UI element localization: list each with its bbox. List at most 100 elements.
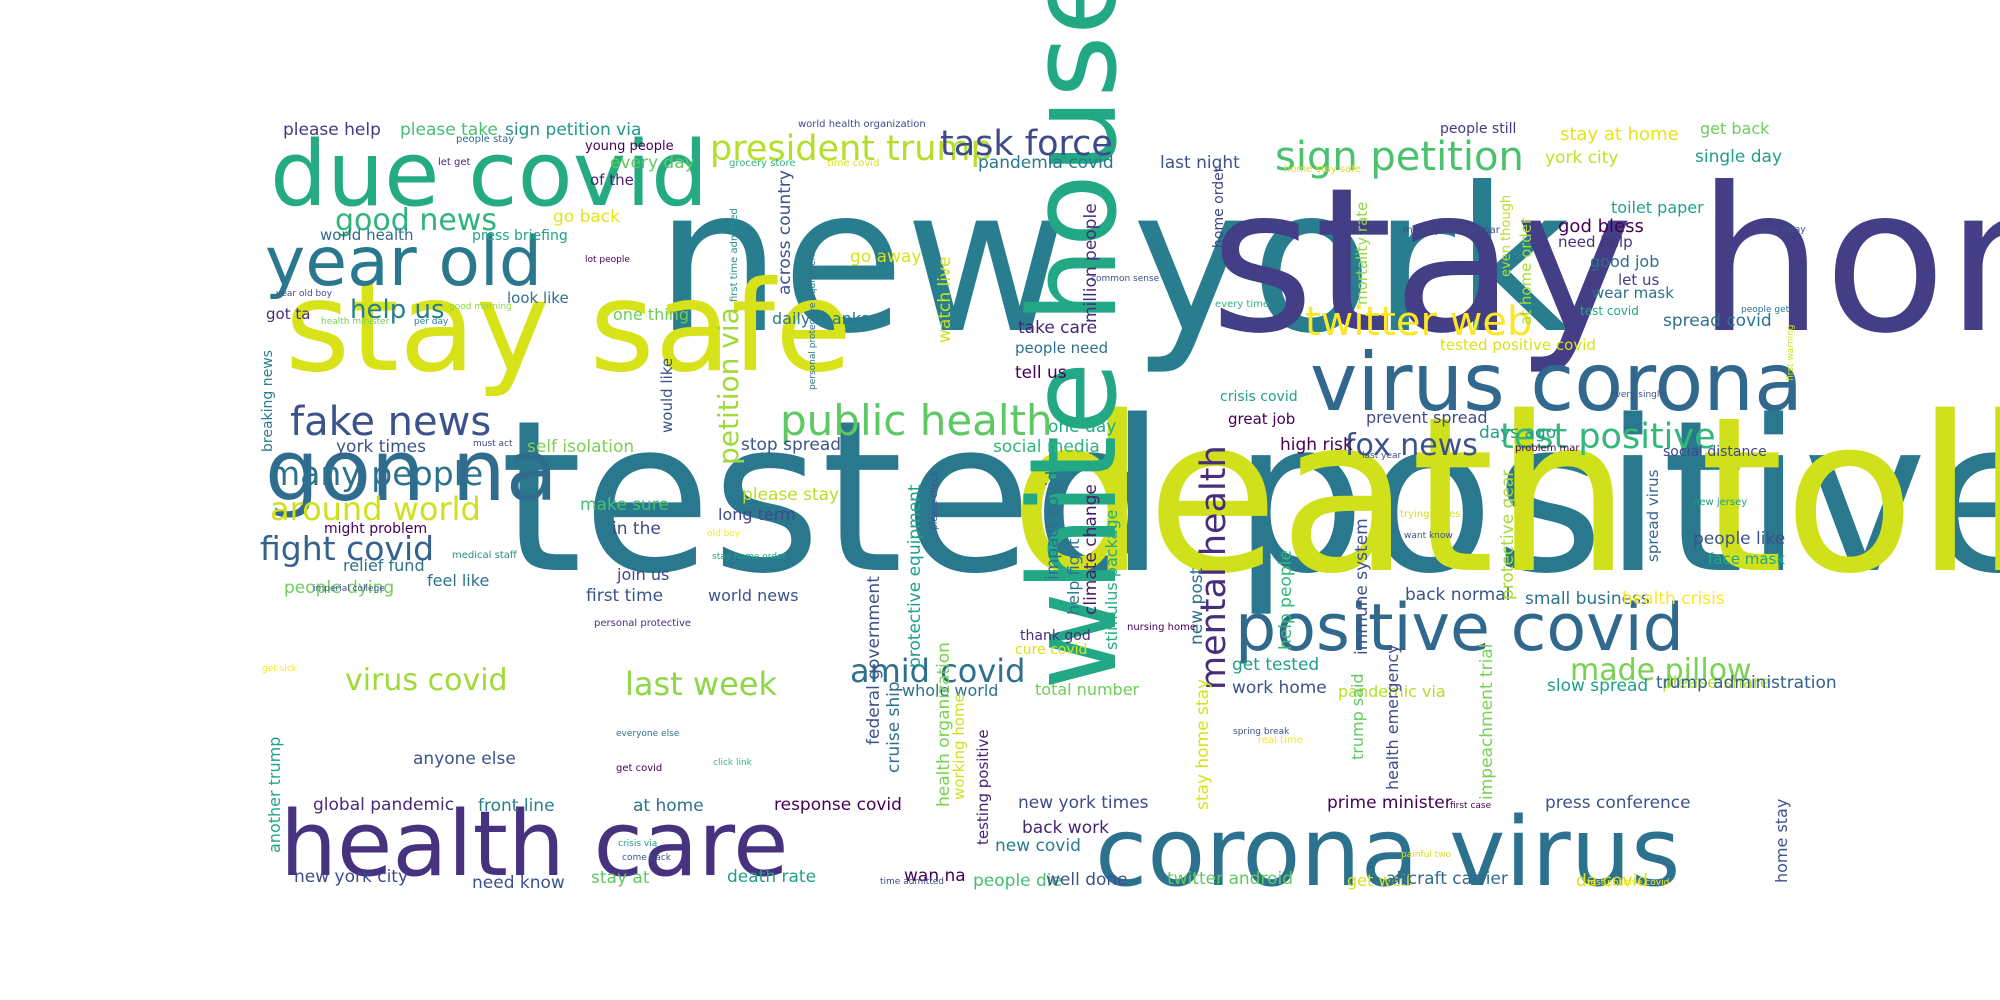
cloud-word: world health organization bbox=[798, 119, 926, 130]
cloud-word: twitter android bbox=[1167, 869, 1293, 889]
cloud-word: testing positive bbox=[974, 729, 992, 845]
cloud-word: fox news bbox=[1345, 428, 1478, 463]
cloud-word: grocery store bbox=[729, 158, 796, 169]
cloud-word: health care bbox=[280, 792, 789, 897]
cloud-word: world news bbox=[708, 586, 799, 605]
cloud-word: corona virus bbox=[1095, 798, 1680, 908]
cloud-word: press conference bbox=[1545, 793, 1691, 813]
cloud-word: time admitted bbox=[880, 877, 944, 887]
cloud-word: last year bbox=[1362, 451, 1401, 461]
cloud-word: cure covid bbox=[1015, 642, 1087, 658]
cloud-word: trump said bbox=[1348, 673, 1367, 760]
cloud-word: task force bbox=[940, 124, 1113, 164]
cloud-word: whole world bbox=[902, 681, 998, 700]
cloud-word: great job bbox=[1228, 410, 1295, 428]
cloud-word: imperial college bbox=[313, 584, 385, 594]
cloud-word: get tested bbox=[1232, 655, 1319, 675]
cloud-word: people stay bbox=[456, 134, 514, 145]
cloud-word: home stay bbox=[1772, 799, 1791, 883]
cloud-word: need know bbox=[472, 873, 565, 893]
cloud-word: protective equipment bbox=[905, 484, 925, 668]
cloud-word: self isolation bbox=[527, 437, 634, 457]
cloud-word: da covid bbox=[1576, 871, 1648, 891]
cloud-word: crisis covid bbox=[1220, 389, 1298, 405]
cloud-word: people still bbox=[1440, 121, 1516, 137]
cloud-word: fight covid bbox=[260, 529, 434, 568]
cloud-word: old boy bbox=[707, 529, 741, 539]
cloud-word: stay home order bbox=[712, 552, 787, 562]
cloud-word: stimulus package bbox=[1102, 510, 1121, 650]
cloud-word: nursing home bbox=[1127, 622, 1196, 633]
cloud-word: painful two bbox=[1401, 850, 1452, 860]
cloud-word: cruise ship bbox=[884, 681, 904, 773]
cloud-word: god bless bbox=[1558, 216, 1644, 237]
cloud-word: new jersey bbox=[1693, 497, 1747, 508]
cloud-word: please stay bbox=[742, 485, 839, 505]
cloud-word: people die bbox=[973, 871, 1062, 891]
cloud-word: medical staff bbox=[452, 550, 518, 561]
cloud-word: want know bbox=[1404, 531, 1453, 541]
cloud-word: social media bbox=[993, 437, 1100, 457]
cloud-word: help people bbox=[1276, 550, 1296, 650]
cloud-word: long term bbox=[718, 505, 796, 524]
cloud-word: mental health bbox=[1194, 445, 1234, 690]
cloud-word: new post bbox=[1187, 567, 1207, 645]
cloud-word: stop spread bbox=[741, 435, 841, 455]
cloud-word: got ta bbox=[266, 305, 310, 323]
cloud-word: tested positive covid bbox=[1440, 336, 1596, 354]
cloud-word: lot people bbox=[585, 255, 630, 265]
cloud-word: one day bbox=[1048, 417, 1116, 437]
cloud-word: pandemic via bbox=[1338, 682, 1446, 701]
cloud-word: stay at home bbox=[1560, 124, 1679, 145]
cloud-word: federal government bbox=[864, 576, 884, 745]
cloud-word: year old boy bbox=[276, 289, 333, 299]
cloud-word: virus corona bbox=[1310, 336, 1803, 429]
cloud-word: president trump bbox=[710, 129, 993, 169]
cloud-word: social distance bbox=[1663, 444, 1767, 460]
cloud-word: twitter web bbox=[1305, 299, 1532, 345]
cloud-word: impact covid bbox=[1043, 471, 1063, 580]
cloud-word: stay home bbox=[1210, 145, 2000, 378]
cloud-word: slow spread bbox=[1547, 676, 1648, 696]
cloud-word: death rate bbox=[727, 867, 816, 887]
cloud-word: go back bbox=[553, 207, 620, 227]
cloud-word: at home order bbox=[1517, 217, 1535, 325]
cloud-word: please check bbox=[930, 471, 940, 530]
cloud-word: stay safe bbox=[285, 255, 852, 400]
cloud-word: come back bbox=[622, 853, 672, 863]
cloud-word: spread covid bbox=[1663, 311, 1772, 331]
cloud-word: go away bbox=[850, 247, 921, 267]
cloud-word: get well bbox=[1347, 871, 1410, 890]
cloud-word: test covid bbox=[1580, 304, 1639, 318]
cloud-word: crisis via bbox=[618, 839, 657, 849]
cloud-word: press briefing bbox=[472, 228, 568, 244]
cloud-word: good news bbox=[335, 203, 497, 238]
cloud-word: protective gear bbox=[1498, 470, 1518, 600]
cloud-word: tell us bbox=[1015, 363, 1067, 383]
cloud-word: petition via bbox=[712, 307, 745, 465]
cloud-word: sign petition via bbox=[505, 120, 641, 140]
cloud-word: wan na bbox=[904, 866, 966, 886]
cloud-word: front line bbox=[478, 796, 555, 816]
cloud-word: need help bbox=[1558, 233, 1633, 251]
cloud-word: look like bbox=[507, 289, 569, 307]
cloud-word: everyone else bbox=[616, 729, 680, 739]
cloud-word: feel like bbox=[427, 571, 489, 590]
cloud-word: common sense bbox=[1091, 274, 1160, 284]
cloud-word: first time bbox=[586, 586, 663, 606]
cloud-word: new york city bbox=[294, 867, 408, 887]
cloud-word: click link bbox=[713, 758, 753, 768]
cloud-word: join us bbox=[616, 565, 669, 584]
cloud-word: get back bbox=[1700, 119, 1770, 138]
cloud-word: year old bbox=[265, 223, 542, 302]
cloud-word: take care bbox=[1018, 318, 1097, 338]
cloud-word: health emergency bbox=[1383, 644, 1402, 790]
cloud-word: one thing bbox=[613, 305, 689, 324]
cloud-word: york times bbox=[336, 437, 426, 457]
cloud-word: health organization bbox=[934, 642, 954, 807]
cloud-word: world health bbox=[320, 226, 414, 244]
cloud-word: days ago bbox=[1479, 423, 1556, 443]
cloud-word: prime minister bbox=[1327, 793, 1452, 813]
cloud-word: virus covid bbox=[345, 663, 508, 698]
